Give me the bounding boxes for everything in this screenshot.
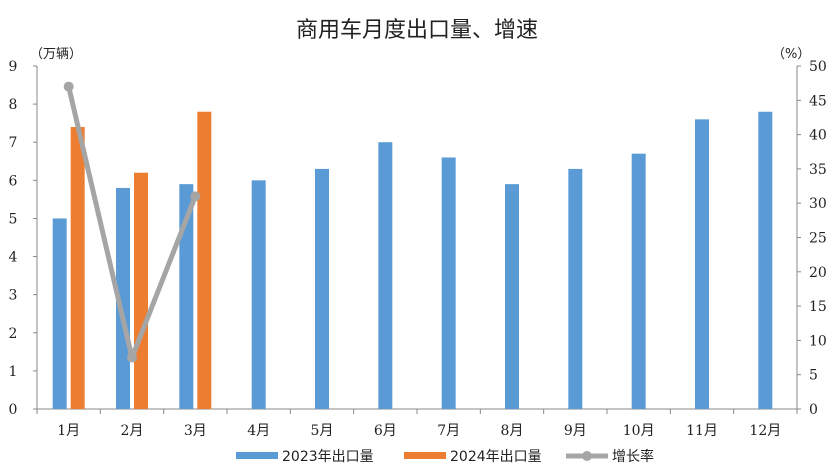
right-tick-label: 5 xyxy=(809,368,818,384)
x-tick-label: 10月 xyxy=(623,423,655,439)
growth-line-path xyxy=(66,86,198,361)
x-tick-label: 2月 xyxy=(121,423,144,439)
x-tick-label: 12月 xyxy=(749,423,781,439)
x-tick-label: 7月 xyxy=(437,423,460,439)
x-tick-label: 9月 xyxy=(564,423,587,439)
bar-2023-2 xyxy=(116,187,130,409)
legend-label: 2023年出口量 xyxy=(282,449,374,465)
right-tick-label: 15 xyxy=(809,299,827,315)
bar-2023-9 xyxy=(568,168,583,409)
legend-label: 2024年出口量 xyxy=(450,449,542,465)
right-tick-label: 50 xyxy=(809,59,827,75)
x-tick-label: 1月 xyxy=(57,423,80,439)
bar-2023-7 xyxy=(441,157,456,409)
right-tick-label: 40 xyxy=(809,128,827,144)
x-tick-label: 4月 xyxy=(247,423,270,439)
right-tick-label: 10 xyxy=(809,333,827,349)
growth-point xyxy=(63,81,74,92)
left-tick-label: 7 xyxy=(9,135,18,151)
bar-2023-3 xyxy=(179,184,194,409)
right-tick-label: 30 xyxy=(809,196,827,212)
left-tick-label: 0 xyxy=(9,402,18,418)
legend-swatch xyxy=(236,452,278,459)
left-tick-label: 5 xyxy=(9,211,18,227)
right-tick-label: 35 xyxy=(809,162,827,178)
legend: 2023年出口量 2024年出口量 增长率 xyxy=(236,448,654,465)
x-tick-label: 8月 xyxy=(501,423,524,439)
bar-2024-3 xyxy=(197,111,212,409)
right-tick-label: 25 xyxy=(809,231,827,247)
bar-2024-2 xyxy=(134,172,148,409)
legend-swatch xyxy=(404,452,446,459)
growth-line xyxy=(63,81,201,363)
growth-point xyxy=(127,352,137,363)
x-tick-label: 5月 xyxy=(311,423,334,439)
legend-label: 增长率 xyxy=(612,448,654,465)
left-tick-label: 4 xyxy=(9,250,18,266)
bar-2023-12 xyxy=(758,111,773,409)
right-tick-label: 20 xyxy=(809,265,827,281)
left-tick-label: 2 xyxy=(9,326,18,342)
chart-title: 商用车月度出口量、增速 xyxy=(296,18,538,43)
bar-2023-4 xyxy=(251,180,266,409)
left-tick-label: 6 xyxy=(9,173,18,189)
left-tick-label: 3 xyxy=(9,288,18,304)
bar-2024-1 xyxy=(70,126,85,409)
legend-swatch-marker xyxy=(582,451,592,461)
bar-2023-5 xyxy=(315,168,329,409)
x-tick-label: 6月 xyxy=(374,423,397,439)
right-axis-unit: （%） xyxy=(772,47,810,62)
bar-2023-10 xyxy=(631,153,646,409)
bar-2023-1 xyxy=(52,218,67,409)
bar-2023-6 xyxy=(378,142,393,409)
growth-point xyxy=(190,191,201,202)
bar-2023-11 xyxy=(695,119,709,409)
left-tick-label: 9 xyxy=(9,59,18,75)
bar-2023-8 xyxy=(505,184,519,409)
x-tick-label: 3月 xyxy=(184,423,207,439)
right-tick-label: 45 xyxy=(809,93,827,109)
left-tick-label: 1 xyxy=(9,364,18,380)
x-tick-label: 11月 xyxy=(686,423,718,439)
left-axis-unit: （万辆） xyxy=(30,47,82,62)
left-tick-label: 8 xyxy=(9,97,18,113)
right-tick-label: 0 xyxy=(809,402,818,418)
bars xyxy=(52,111,773,409)
